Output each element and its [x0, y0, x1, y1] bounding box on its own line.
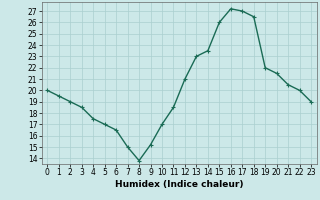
- X-axis label: Humidex (Indice chaleur): Humidex (Indice chaleur): [115, 180, 244, 189]
